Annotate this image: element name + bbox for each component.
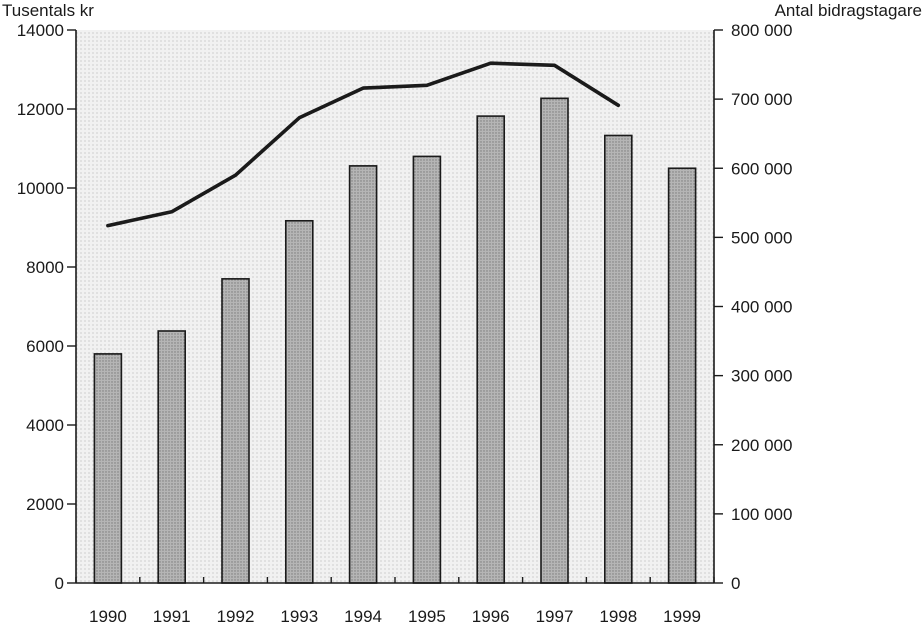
x-tick-label-1995: 1995 [408,607,446,624]
y-left-tick-label: 10000 [17,179,64,198]
y-left-tick-label: 0 [55,574,64,593]
bar-1995 [413,156,440,583]
bar-1990 [94,354,121,583]
y-right-tick-label: 100 000 [731,505,792,524]
y-axis-left-title: Tusentals kr [2,1,94,20]
y-right-tick-label: 700 000 [731,90,792,109]
bar-1998 [605,135,632,583]
y-right-tick-label: 0 [731,574,740,593]
bar-1996 [477,116,504,583]
x-tick-label-1999: 1999 [663,607,701,624]
bar-1999 [669,168,696,583]
x-tick-label-1997: 1997 [536,607,574,624]
y-right-tick-label: 500 000 [731,228,792,247]
y-right-tick-label: 300 000 [731,367,792,386]
y-right-tick-label: 600 000 [731,159,792,178]
bar-1992 [222,279,249,583]
y-right-tick-label: 800 000 [731,21,792,40]
bar-1993 [286,221,313,583]
x-tick-label-1996: 1996 [472,607,510,624]
y-right-tick-label: 200 000 [731,436,792,455]
y-axis-right-title: Antal bidragstagare [775,1,922,20]
bar-1991 [158,331,185,583]
y-left-tick-label: 12000 [17,100,64,119]
y-right-tick-label: 400 000 [731,298,792,317]
x-tick-label-1998: 1998 [599,607,637,624]
y-left-tick-label: 2000 [26,495,64,514]
x-tick-label-1990: 1990 [89,607,127,624]
bar-1997 [541,98,568,583]
x-tick-label-1991: 1991 [153,607,191,624]
x-tick-label-1994: 1994 [344,607,382,624]
x-tick-label-1992: 1992 [217,607,255,624]
y-left-tick-label: 14000 [17,21,64,40]
y-left-tick-label: 6000 [26,337,64,356]
x-tick-label-1993: 1993 [280,607,318,624]
y-left-tick-label: 8000 [26,258,64,277]
y-left-tick-label: 4000 [26,416,64,435]
bar-1994 [350,166,377,583]
